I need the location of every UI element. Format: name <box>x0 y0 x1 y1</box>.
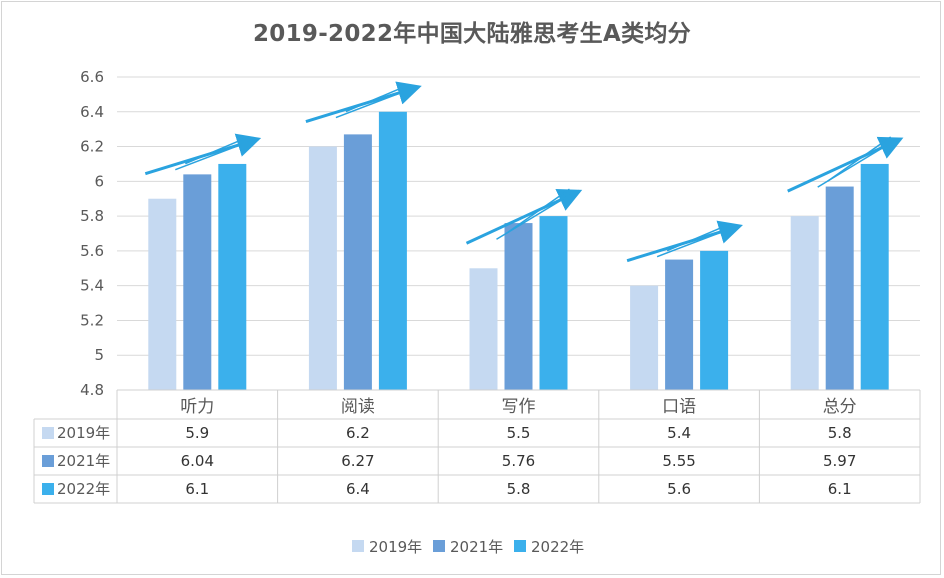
table-cell: 5.55 <box>662 452 695 470</box>
trend-arrow-feather <box>335 87 415 119</box>
table-cell: 6.1 <box>828 480 852 498</box>
y-tick-label: 5 <box>94 346 104 364</box>
bar <box>183 174 212 390</box>
y-tick-label: 6.4 <box>80 103 104 121</box>
legend-swatch <box>433 540 445 552</box>
category-label: 总分 <box>823 397 857 417</box>
legend-swatch <box>352 540 364 552</box>
y-tick-label: 5.6 <box>80 242 104 260</box>
table-cell: 5.8 <box>507 480 531 498</box>
legend-label: 2019年 <box>369 538 422 556</box>
y-tick-label: 6.2 <box>80 138 104 156</box>
bar <box>630 285 659 390</box>
table-row-label: 2021年 <box>57 452 110 470</box>
trend-arrow-feather <box>185 136 249 165</box>
bar <box>825 186 854 390</box>
table-cell: 5.6 <box>667 480 691 498</box>
bar <box>343 134 372 390</box>
bar <box>148 198 177 390</box>
table-cell: 6.27 <box>341 452 374 470</box>
category-label: 口语 <box>662 397 696 417</box>
trend-arrow-feather <box>827 136 892 182</box>
bar <box>469 268 498 390</box>
bar <box>665 259 694 390</box>
table-cell: 5.4 <box>667 424 691 442</box>
bar <box>700 250 729 390</box>
legend-label: 2021年 <box>450 538 503 556</box>
category-label: 阅读 <box>341 397 375 417</box>
trend-arrow-feather <box>506 188 570 234</box>
legend-swatch <box>42 427 54 439</box>
legend-swatch <box>42 455 54 467</box>
y-tick-label: 6.6 <box>80 68 104 86</box>
bar <box>378 111 407 391</box>
bar <box>790 216 819 390</box>
bar <box>308 146 337 390</box>
category-label: 听力 <box>180 397 214 417</box>
table-cell: 6.4 <box>346 480 370 498</box>
trend-arrow-feather <box>656 226 736 258</box>
table-cell: 5.97 <box>823 452 856 470</box>
table-cell: 6.04 <box>181 452 214 470</box>
bar <box>860 163 889 390</box>
legend-swatch <box>514 540 526 552</box>
table-cell: 6.2 <box>346 424 370 442</box>
table-cell: 5.76 <box>502 452 535 470</box>
legend-label: 2022年 <box>531 538 584 556</box>
trend-arrow-feather <box>175 139 254 171</box>
y-tick-label: 5.2 <box>80 311 104 329</box>
trend-arrow-feather <box>666 223 731 252</box>
table-cell: 5.9 <box>185 424 209 442</box>
table-cell: 5.8 <box>828 424 852 442</box>
bar <box>218 163 247 390</box>
y-tick-label: 5.8 <box>80 207 104 225</box>
chart-title: 2019-2022年中国大陆雅思考生A类均分 <box>253 21 691 47</box>
trend-arrow-feather <box>345 84 410 113</box>
y-tick-label: 4.8 <box>80 381 104 399</box>
y-tick-label: 5.4 <box>80 277 104 295</box>
legend-swatch <box>42 483 54 495</box>
category-label: 写作 <box>502 397 536 417</box>
table-cell: 5.5 <box>507 424 531 442</box>
table-row-label: 2022年 <box>57 480 110 498</box>
bar <box>504 223 533 390</box>
table-row-label: 2019年 <box>57 424 110 442</box>
bar <box>539 216 568 390</box>
table-cell: 6.1 <box>185 480 209 498</box>
y-tick-label: 6 <box>94 172 104 190</box>
